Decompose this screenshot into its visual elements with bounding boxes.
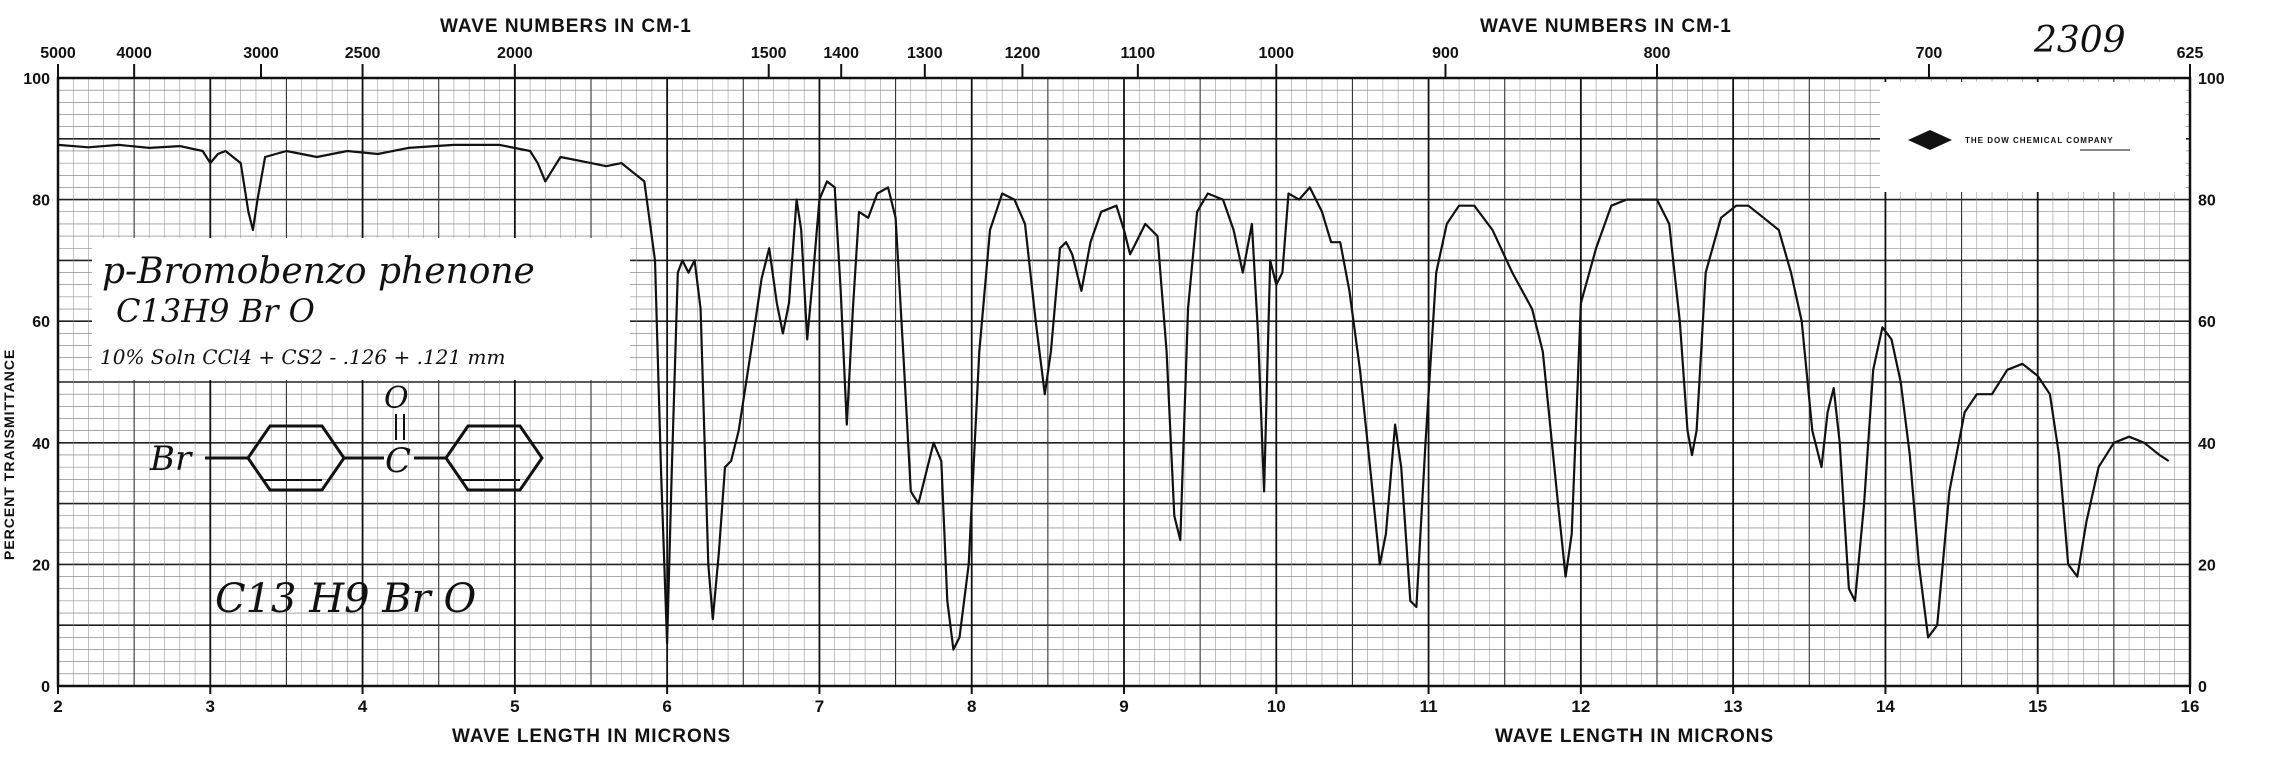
y-tick-label-left: 100 [23,71,50,88]
x-tick-label: 8 [967,697,976,716]
dow-diamond-logo [1908,130,1952,150]
y-tick-label-left: 0 [41,679,50,696]
x-axis-label-left: WAVE LENGTH IN MICRONS [452,726,731,747]
structure-carbonyl-carbon: C [385,441,411,481]
company-name: THE DOW CHEMICAL COMPANY [1965,136,2114,145]
y-axis-ticks-left: 0 20 40 60 80 100 [23,71,50,696]
y-tick-label-right: 60 [2198,314,2216,331]
spectrum-number: 2309 [2033,20,2126,61]
x-tick-label: 16 [2181,697,2200,716]
top-tick-label: 4000 [116,45,152,62]
compound-formula: C13H9 Br O [116,292,315,330]
bottom-micron-ticks: 2 3 4 5 6 7 8 9 10 11 12 13 14 15 16 [53,686,2199,716]
y-tick-label-right: 0 [2198,679,2207,696]
x-tick-label: 13 [1724,697,1743,716]
top-axis-label-right: WAVE NUMBERS IN CM-1 [1480,16,1732,37]
top-axis-label-left: WAVE NUMBERS IN CM-1 [440,16,692,37]
y-axis-label: PERCENT TRANSMITTANCE [1,349,17,560]
top-tick-label: 1400 [823,45,859,62]
top-tick-label: 700 [1916,45,1943,62]
y-tick-label-right: 100 [2198,71,2225,88]
top-tick-label: 2500 [345,45,381,62]
x-tick-label: 9 [1119,697,1128,716]
structure-diagram: Br C O [149,381,544,492]
x-tick-label: 4 [358,697,368,716]
top-tick-label: 1300 [907,45,943,62]
x-tick-label: 5 [510,697,519,716]
spectrum-trace [57,143,2170,651]
compound-name: p-Bromobenzo phenone [102,251,535,292]
top-tick-label: 2000 [497,45,533,62]
y-axis-ticks-right: 0 20 40 60 80 100 [2198,71,2225,696]
top-tick-label: 5000 [40,45,76,62]
top-tick-label: 1500 [751,45,787,62]
x-axis-label-right: WAVE LENGTH IN MICRONS [1495,726,1774,747]
x-tick-label: 14 [1876,697,1895,716]
x-tick-label: 10 [1267,697,1286,716]
structure-oxygen: O [384,381,409,416]
annotation-panel [92,238,630,380]
top-tick-label: 1200 [1005,45,1041,62]
top-tick-label: 800 [1644,45,1671,62]
y-tick-label-right: 80 [2198,193,2216,210]
y-tick-label-right: 20 [2198,557,2216,574]
top-tick-label: 1100 [1120,45,1155,62]
y-tick-label-left: 20 [32,557,50,574]
x-tick-label: 15 [2028,697,2047,716]
x-tick-label: 12 [1571,697,1590,716]
x-tick-label: 7 [815,697,824,716]
y-tick-label-right: 40 [2198,436,2216,453]
y-tick-label-left: 60 [32,314,50,331]
top-tick-label: 900 [1432,45,1459,62]
formula-handwritten: C13 H9 Br O [215,576,476,622]
x-tick-label: 11 [1420,697,1438,716]
structure-bromine: Br [149,439,193,479]
chart-grid [57,77,2191,687]
x-tick-label: 2 [53,697,62,716]
y-tick-label-left: 40 [32,436,50,453]
top-wavenumber-ticks: 5000 4000 3000 2500 2000 1500 1400 1300 1200 1100… [40,45,2203,78]
y-tick-label-left: 80 [32,193,50,210]
x-tick-label: 6 [662,697,671,716]
benzene-ring-right [444,424,544,492]
sample-conditions: 10% Soln CCl4 + CS2 - .126 + .121 mm [100,345,505,369]
x-tick-label: 3 [206,697,215,716]
top-tick-label: 1000 [1258,45,1294,62]
top-tick-label: 3000 [243,45,279,62]
top-tick-label: 625 [2177,45,2204,62]
